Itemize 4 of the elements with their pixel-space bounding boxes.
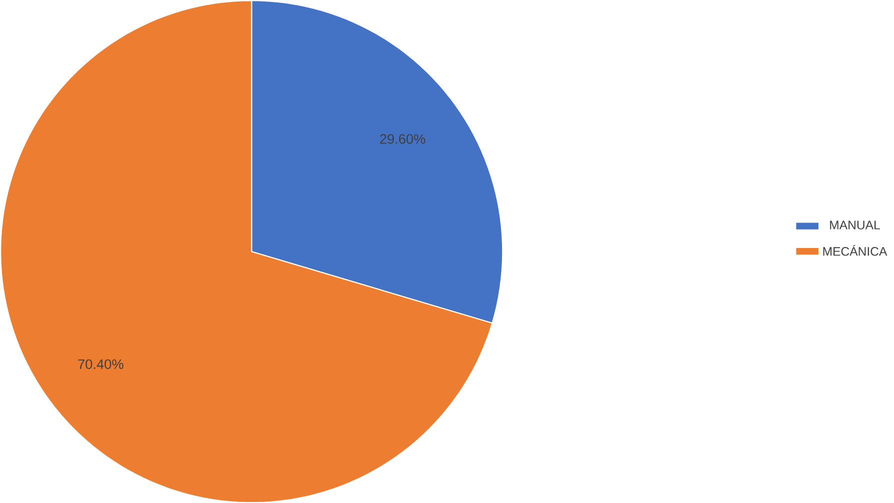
data-label: 29.60% [380,134,426,144]
legend-label: MECÁNICA [823,244,888,256]
legend-label: MANUAL [830,220,880,230]
data-label: 70.40% [78,359,124,369]
